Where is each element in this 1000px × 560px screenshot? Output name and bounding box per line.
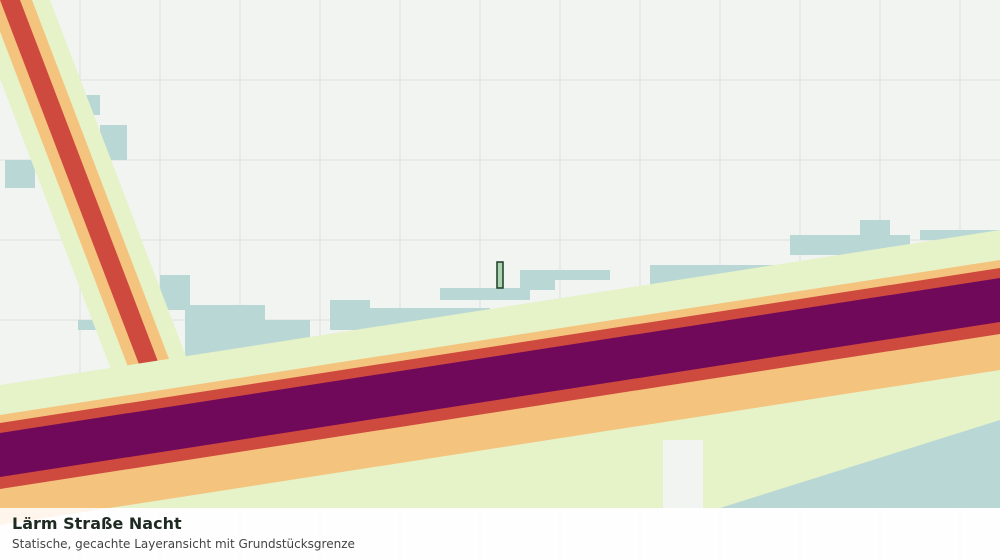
legend-footer: Lärm Straße Nacht Statische, gecachte La…	[0, 508, 1000, 560]
parcel-boundary[interactable]	[496, 261, 504, 289]
diagonal-road-noise	[0, 0, 195, 380]
layer-subtitle: Statische, gecachte Layeransicht mit Gru…	[12, 537, 355, 551]
main-road-noise	[0, 230, 1000, 525]
layer-title: Lärm Straße Nacht	[12, 514, 182, 533]
